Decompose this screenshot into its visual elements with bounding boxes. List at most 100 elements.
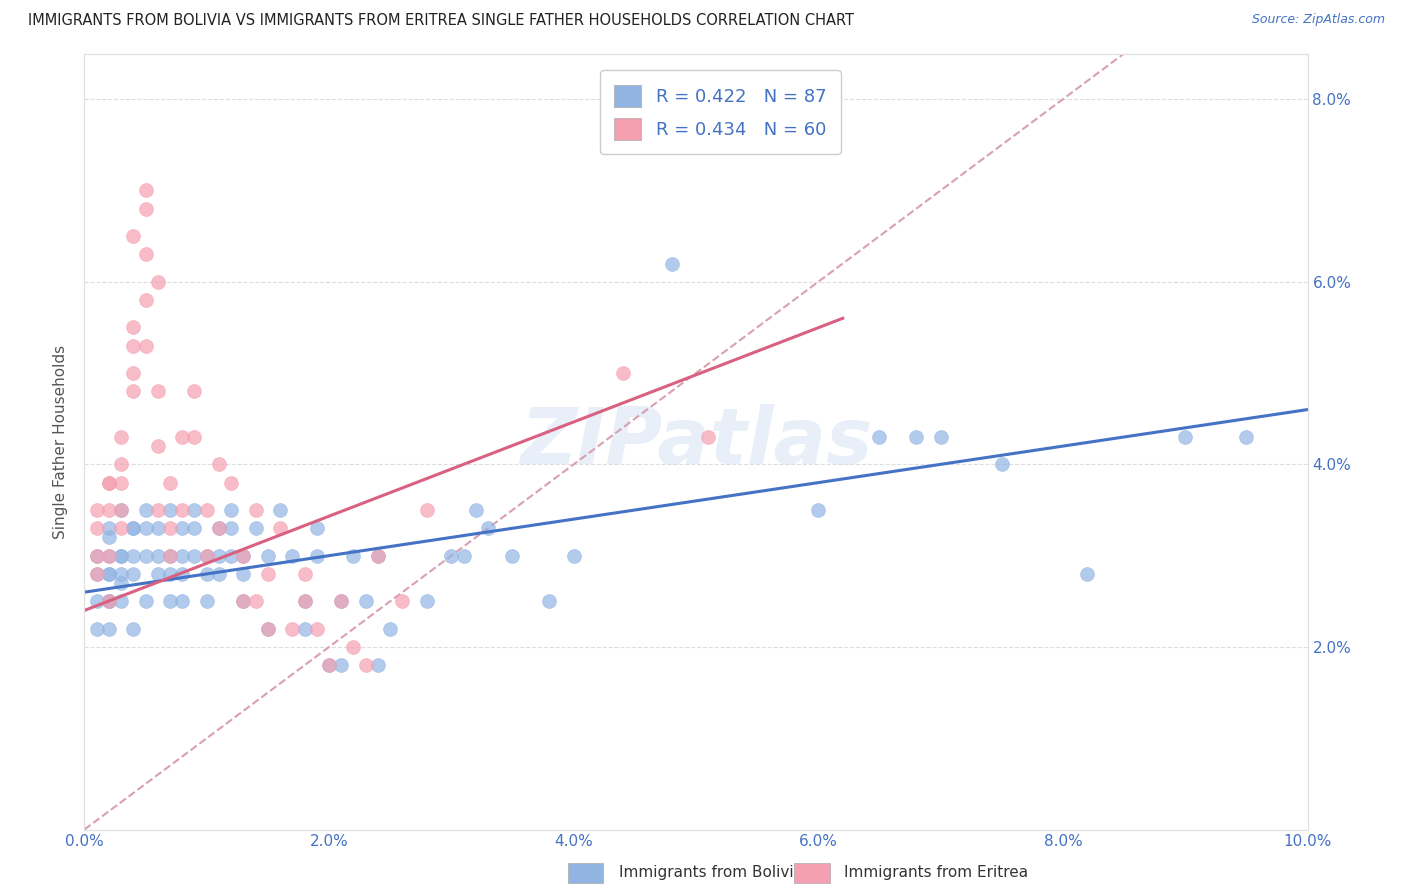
Point [318,658,340,673]
Point [122,521,145,535]
Point [110,458,132,472]
Point [219,521,242,535]
Point [354,658,377,673]
Point [208,458,231,472]
Point [294,566,316,581]
Point [208,521,231,535]
Text: Source: ZipAtlas.com: Source: ZipAtlas.com [1251,13,1385,27]
Point [122,366,145,380]
Point [195,549,218,563]
Point [172,503,194,517]
Point [97,503,120,517]
Point [380,622,402,636]
Point [122,229,145,244]
Point [991,458,1014,472]
Point [159,566,181,581]
Point [281,549,304,563]
Point [232,566,254,581]
Point [330,658,353,673]
Point [1076,566,1098,581]
Point [86,549,108,563]
Point [416,594,439,608]
Point [183,521,205,535]
Point [1236,430,1258,444]
Point [269,503,291,517]
Point [86,521,108,535]
Point [122,320,145,334]
Point [281,622,304,636]
Point [453,549,475,563]
Point [110,521,132,535]
Point [305,549,328,563]
Point [159,521,181,535]
Point [305,521,328,535]
Point [159,549,181,563]
Point [135,202,157,216]
Point [294,594,316,608]
Point [172,521,194,535]
Point [538,594,561,608]
Point [208,549,231,563]
Point [135,521,157,535]
Point [135,549,157,563]
Point [183,384,205,399]
Point [110,430,132,444]
Text: Immigrants from Bolivia: Immigrants from Bolivia [619,865,803,880]
Point [97,566,120,581]
Point [219,475,242,490]
Point [97,475,120,490]
Point [612,366,634,380]
Point [146,439,169,453]
Legend: R = 0.422   N = 87, R = 0.434   N = 60: R = 0.422 N = 87, R = 0.434 N = 60 [600,70,841,154]
Point [219,503,242,517]
Point [257,622,280,636]
Point [342,640,364,654]
Point [110,594,132,608]
Point [97,566,120,581]
Point [86,566,108,581]
Point [122,549,145,563]
Point [110,475,132,490]
Point [97,530,120,544]
Point [929,430,952,444]
Point [330,594,353,608]
Point [122,521,145,535]
Text: ZIPatlas: ZIPatlas [520,403,872,480]
Point [135,293,157,307]
Point [86,622,108,636]
Point [342,549,364,563]
Point [86,594,108,608]
Point [245,594,267,608]
Point [183,503,205,517]
Point [146,521,169,535]
Point [869,430,891,444]
Point [146,566,169,581]
Point [97,521,120,535]
Point [1174,430,1197,444]
Point [86,503,108,517]
Point [245,503,267,517]
Point [257,549,280,563]
Point [195,549,218,563]
Point [172,430,194,444]
Point [195,566,218,581]
Point [195,594,218,608]
Point [172,566,194,581]
Point [97,594,120,608]
Point [135,184,157,198]
Point [135,594,157,608]
Point [502,549,524,563]
Point [97,594,120,608]
Point [183,549,205,563]
Point [97,549,120,563]
Point [172,594,194,608]
Point [354,594,377,608]
Point [86,566,108,581]
Point [440,549,463,563]
Text: IMMIGRANTS FROM BOLIVIA VS IMMIGRANTS FROM ERITREA SINGLE FATHER HOUSEHOLDS CORR: IMMIGRANTS FROM BOLIVIA VS IMMIGRANTS FR… [28,13,853,29]
Point [110,549,132,563]
Point [110,503,132,517]
Point [661,256,683,270]
Point [135,339,157,353]
Point [232,549,254,563]
